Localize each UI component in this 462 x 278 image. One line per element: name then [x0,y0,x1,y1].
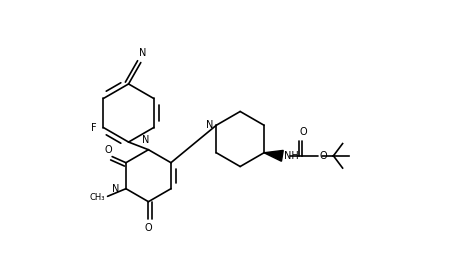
Text: F: F [91,123,97,133]
Text: N: N [112,184,120,194]
Text: N: N [206,120,213,130]
Polygon shape [264,150,283,161]
Text: O: O [145,223,152,233]
Text: O: O [319,151,327,161]
Text: O: O [105,145,112,155]
Text: O: O [300,127,308,137]
Text: N: N [139,48,146,58]
Text: N: N [142,135,149,145]
Text: NH: NH [284,151,298,161]
Text: CH₃: CH₃ [90,193,105,202]
